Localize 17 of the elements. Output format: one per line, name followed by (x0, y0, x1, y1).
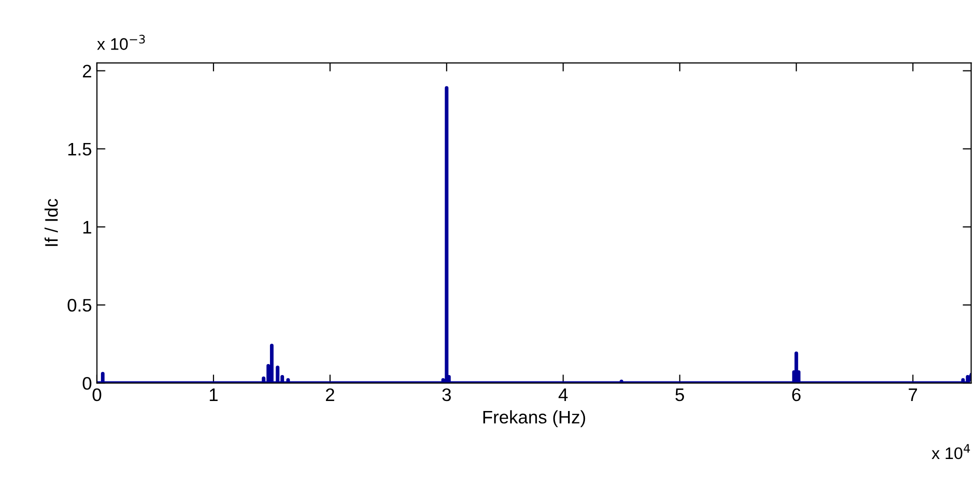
x-tick-label: 2 (326, 388, 334, 401)
x-tick-label: 3 (442, 388, 451, 402)
x-tick-label: 5 (675, 388, 684, 402)
x-tick-label: 7 (908, 388, 917, 401)
y-tick-label: 0 (82, 376, 92, 390)
text: x 10$^{4}$ (932, 444, 970, 460)
x-tick-label: 0 (92, 388, 102, 402)
y-tick-label: 0.5 (68, 298, 92, 312)
y-axis-title: If / Idc (44, 198, 58, 246)
y-tick-label: 2 (82, 64, 92, 78)
y-tick-label: 1 (83, 221, 92, 234)
x-tick-label: 4 (558, 388, 568, 401)
text: x 10$^{−3}$ (97, 34, 145, 50)
y-tick-label: 1.5 (68, 142, 92, 156)
x-tick-label: 6 (792, 388, 801, 402)
x-tick-label: 1 (210, 388, 218, 401)
x-axis-title: Frekans (Hz) (483, 410, 586, 428)
